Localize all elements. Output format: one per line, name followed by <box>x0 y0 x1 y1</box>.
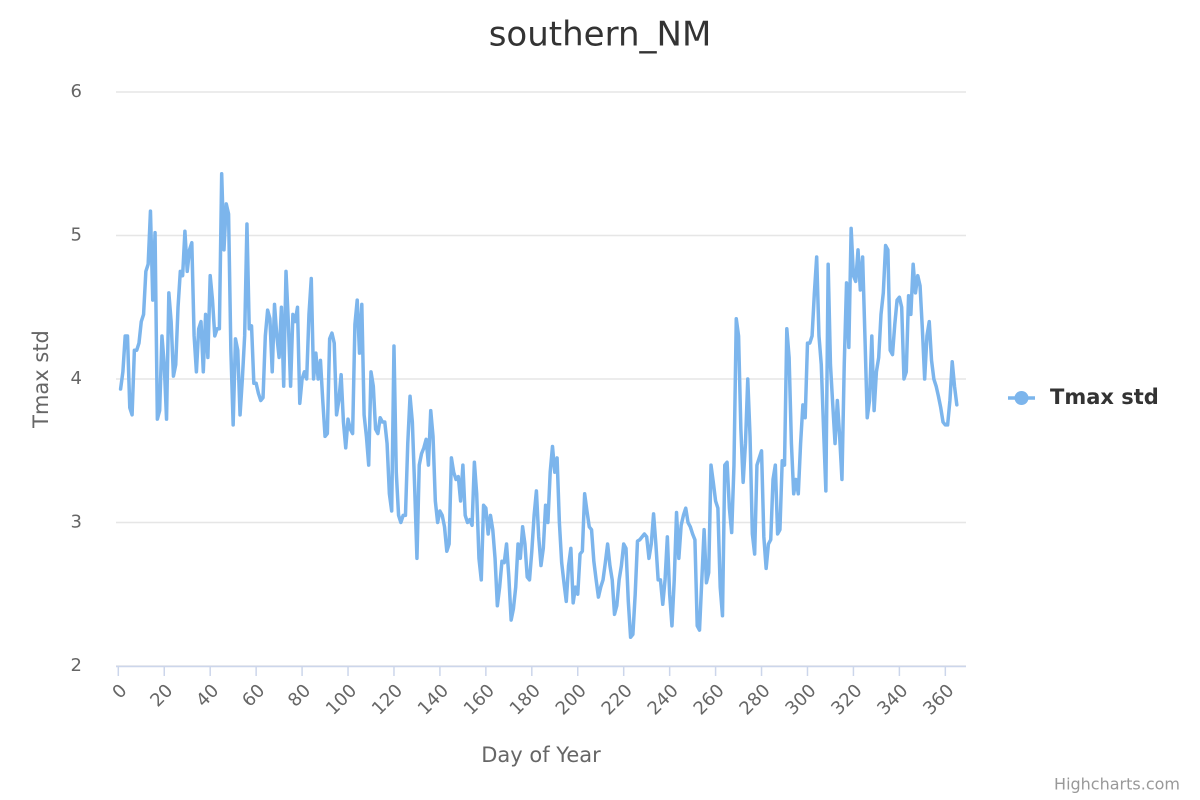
chart-title: southern_NM <box>489 15 712 55</box>
legend-marker <box>1014 391 1029 405</box>
legend-item[interactable]: Tmax std <box>1008 385 1159 409</box>
x-tick-label: 140 <box>414 680 453 719</box>
x-tick-label: 340 <box>873 680 912 719</box>
x-tick-label: 80 <box>284 680 315 711</box>
x-tick-label: 20 <box>146 680 177 711</box>
legend-label: Tmax std <box>1050 385 1159 409</box>
x-tick-label: 200 <box>552 680 591 719</box>
x-axis-title: Day of Year <box>481 743 601 767</box>
x-tick-label: 220 <box>598 680 637 719</box>
x-tick-label: 40 <box>192 680 223 711</box>
y-tick-label: 2 <box>71 655 82 676</box>
x-tick-label: 260 <box>690 680 729 719</box>
x-tick-label: 160 <box>460 680 499 719</box>
y-tick-label: 4 <box>71 368 82 389</box>
y-tick-label: 5 <box>71 225 82 246</box>
x-tick-label: 280 <box>735 680 774 719</box>
x-tick-label: 240 <box>644 680 683 719</box>
x-tick-label: 100 <box>322 680 361 719</box>
x-tick-label: 60 <box>238 680 269 711</box>
x-tick-label: 120 <box>368 680 407 719</box>
y-axis-title: Tmax std <box>29 330 53 429</box>
data-line <box>118 172 959 640</box>
x-tick-label: 180 <box>506 680 545 719</box>
y-tick-label: 6 <box>71 81 82 102</box>
x-tick-label: 0 <box>108 680 131 703</box>
x-tick-label: 300 <box>781 680 820 719</box>
credits: Highcharts.com <box>1054 775 1180 794</box>
y-tick-label: 3 <box>71 512 82 533</box>
x-tick-label: 320 <box>827 680 866 719</box>
x-tick-label: 360 <box>919 680 958 719</box>
